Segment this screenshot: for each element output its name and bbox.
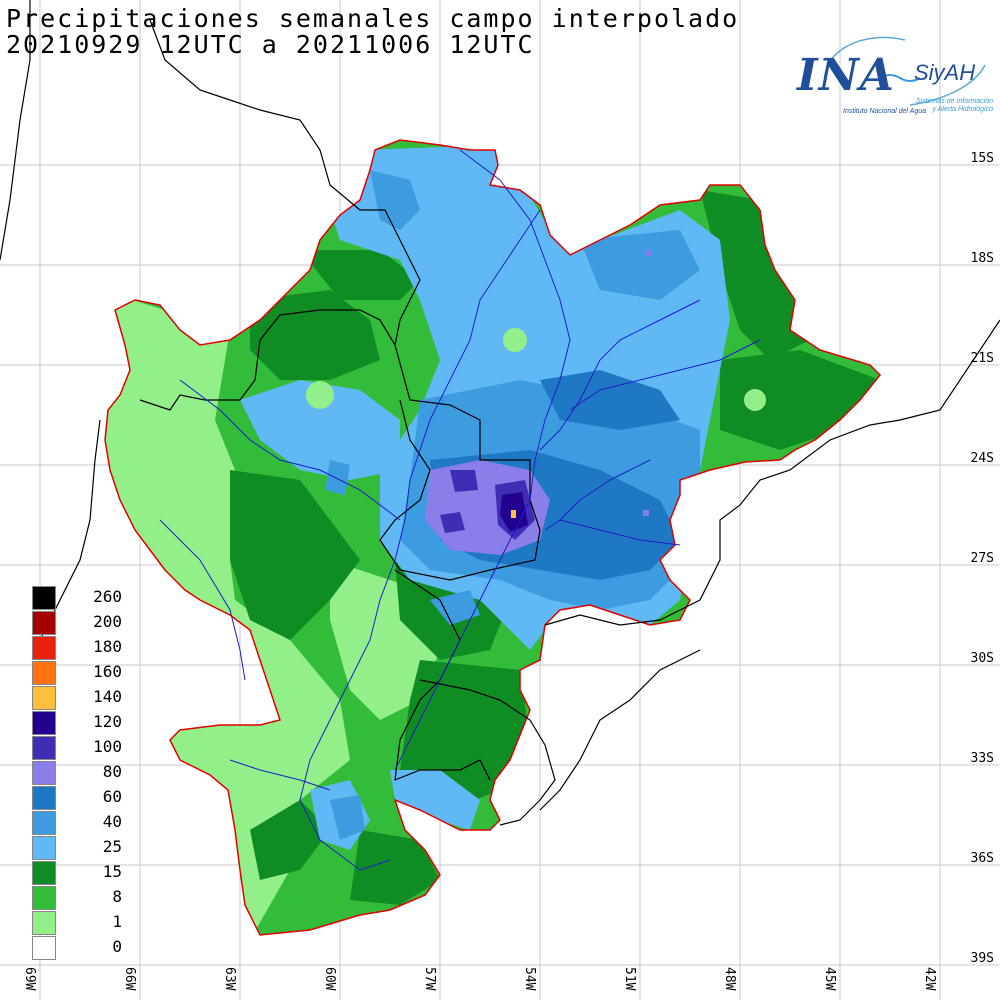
legend-label: 140 <box>93 687 122 706</box>
lon-tick-label: 48W <box>722 967 737 991</box>
legend-swatch <box>32 936 56 960</box>
legend-item: 100 <box>30 735 122 760</box>
legend-label: 120 <box>93 712 122 731</box>
lat-tick-label: 21S <box>971 351 994 366</box>
legend-swatch <box>32 786 56 810</box>
logo-siyah-text: SiyAH <box>914 60 976 85</box>
lon-tick-label: 69W <box>22 967 37 991</box>
logo-tagline: Sistemas de Información y Alerta Hidroló… <box>913 98 993 114</box>
lat-tick-label: 33S <box>971 751 994 766</box>
legend-swatch <box>32 761 56 785</box>
legend-swatch <box>32 911 56 935</box>
legend-item: 200 <box>30 610 122 635</box>
rivers <box>159 149 761 871</box>
lon-tick-label: 51W <box>622 967 637 991</box>
legend-swatch <box>32 886 56 910</box>
legend-item: 0 <box>30 935 122 960</box>
legend-item: 160 <box>30 660 122 685</box>
lat-tick-label: 39S <box>971 951 994 966</box>
map-date-range: 20210929 12UTC a 20211006 12UTC <box>6 30 535 59</box>
country-borders <box>0 0 1000 826</box>
legend-label: 100 <box>93 737 122 756</box>
lon-tick-label: 54W <box>522 967 537 991</box>
logo-swoosh-icon <box>824 36 986 106</box>
lon-tick-label: 66W <box>122 967 137 991</box>
lon-tick-label: 45W <box>822 967 837 991</box>
legend-label: 25 <box>102 837 122 856</box>
lat-tick-label: 15S <box>971 151 994 166</box>
legend-label: 260 <box>93 587 122 606</box>
legend-swatch <box>32 736 56 760</box>
legend-label: 1 <box>112 912 122 931</box>
legend-swatch <box>32 811 56 835</box>
legend-label: 180 <box>93 637 122 656</box>
lat-tick-label: 27S <box>971 551 994 566</box>
legend-swatch <box>32 711 56 735</box>
lon-tick-label: 42W <box>922 967 937 991</box>
lat-tick-label: 36S <box>971 851 994 866</box>
legend-label: 15 <box>102 862 122 881</box>
logo-subtitle: Instituto Nacional del Agua <box>843 108 927 115</box>
legend-item: 120 <box>30 710 122 735</box>
lon-tick-label: 60W <box>322 967 337 991</box>
legend-swatch <box>32 836 56 860</box>
legend-item: 1 <box>30 910 122 935</box>
legend-label: 160 <box>93 662 122 681</box>
legend-item: 60 <box>30 785 122 810</box>
logo-tagline-1: Sistemas de Información <box>915 98 993 105</box>
legend-swatch <box>32 586 56 610</box>
legend-item: 180 <box>30 635 122 660</box>
legend-item: 260 <box>30 585 122 610</box>
legend-label: 60 <box>102 787 122 806</box>
logo-tagline-2: y Alerta Hidrológico <box>932 106 993 113</box>
legend-swatch <box>32 861 56 885</box>
lon-tick-label: 57W <box>422 967 437 991</box>
legend-swatch <box>32 636 56 660</box>
legend-label: 200 <box>93 612 122 631</box>
logo-ina-text: INA <box>797 50 895 101</box>
lon-tick-label: 63W <box>222 967 237 991</box>
legend-item: 40 <box>30 810 122 835</box>
legend-item: 15 <box>30 860 122 885</box>
legend-label: 0 <box>112 937 122 956</box>
lat-tick-label: 18S <box>971 251 994 266</box>
lat-tick-label: 24S <box>971 451 994 466</box>
ina-siyah-logo: INA SiyAH Instituto Nacional del Agua Si… <box>795 30 995 135</box>
legend-item: 140 <box>30 685 122 710</box>
legend-item: 80 <box>30 760 122 785</box>
legend-item: 8 <box>30 885 122 910</box>
legend-label: 8 <box>112 887 122 906</box>
map-title: Precipitaciones semanales campo interpol… <box>6 4 740 33</box>
lat-tick-label: 30S <box>971 651 994 666</box>
legend-item: 25 <box>30 835 122 860</box>
legend-swatch <box>32 611 56 635</box>
legend-label: 40 <box>102 812 122 831</box>
legend-label: 80 <box>102 762 122 781</box>
legend-swatch <box>32 686 56 710</box>
legend-swatch <box>32 661 56 685</box>
